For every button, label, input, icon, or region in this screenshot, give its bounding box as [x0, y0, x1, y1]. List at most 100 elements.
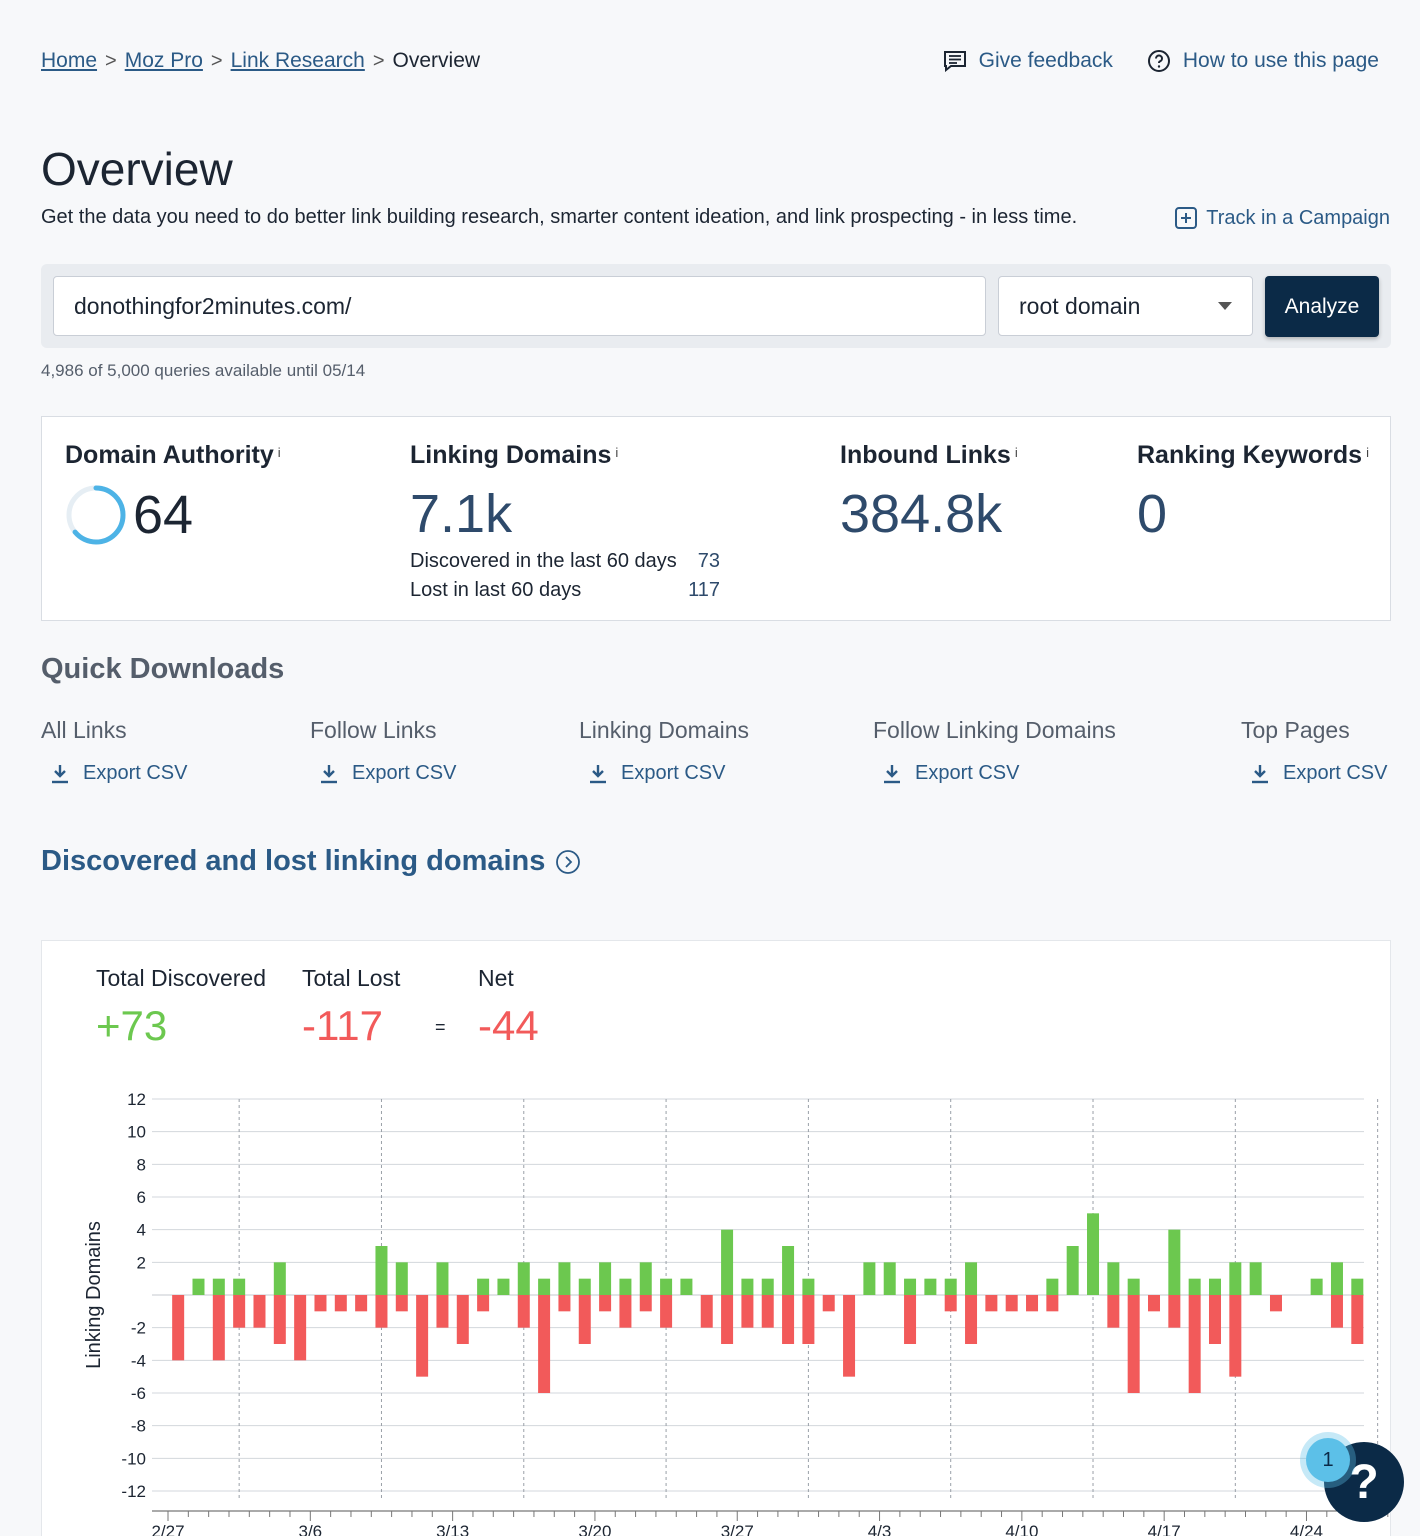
y-axis-label: Linking Domains — [83, 1221, 105, 1369]
total-discovered: Total Discovered +73 — [96, 965, 266, 1050]
download-top-pages: Top Pages Export CSV — [1241, 717, 1387, 785]
discovered-label: Discovered in the last 60 days — [410, 550, 677, 572]
x-tick-label: 3/6 — [298, 1522, 322, 1536]
export-csv-button[interactable]: Export CSV — [873, 762, 1116, 785]
breadcrumb-separator: > — [210, 49, 223, 72]
lost-bar — [375, 1295, 388, 1328]
metric-label: Domain Authority — [65, 441, 274, 469]
metric-label: Ranking Keywords — [1137, 441, 1363, 469]
metrics-panel: Domain Authority i 64 Linking Domains i 7.… — [41, 416, 1391, 621]
domain-authority-ring-icon — [66, 485, 126, 545]
info-icon[interactable]: i — [1366, 444, 1369, 460]
info-icon[interactable]: i — [615, 444, 619, 460]
lost-bar — [1148, 1295, 1161, 1312]
discovered-bar — [395, 1262, 408, 1295]
discovered-bar — [944, 1278, 957, 1295]
discovered-bar — [863, 1262, 876, 1295]
breadcrumb-separator: > — [105, 49, 117, 72]
info-icon[interactable]: i — [277, 444, 281, 460]
discovered-bar — [1208, 1278, 1221, 1295]
lost-bar — [558, 1295, 571, 1312]
discovered-bar — [1310, 1278, 1323, 1295]
lost-bar — [253, 1295, 266, 1328]
discovered-bar — [599, 1262, 612, 1295]
track-in-campaign-button[interactable]: Track in a Campaign — [1174, 206, 1390, 230]
discovered-bar — [1188, 1278, 1201, 1295]
breadcrumb-home[interactable]: Home — [41, 49, 98, 72]
lost-bar — [1005, 1295, 1018, 1312]
lost-bar — [822, 1295, 835, 1312]
lost-bar — [761, 1295, 774, 1328]
lost-bar — [436, 1295, 449, 1328]
y-tick-label: -12 — [121, 1482, 146, 1501]
discovered-value: 73 — [697, 550, 720, 572]
discovered-bar — [477, 1278, 490, 1295]
lost-bar — [1208, 1295, 1221, 1344]
discovered-bar — [639, 1262, 652, 1295]
discovered-bar — [883, 1262, 896, 1295]
queries-remaining: 4,986 of 5,000 queries available until 0… — [41, 361, 366, 380]
scope-select[interactable]: root domain — [998, 276, 1253, 336]
x-tick-label: 3/27 — [721, 1522, 754, 1536]
discovered-bar — [1249, 1262, 1262, 1295]
equals-sign: = — [435, 1017, 446, 1037]
x-tick-label: 4/17 — [1148, 1522, 1181, 1536]
y-tick-label: -6 — [131, 1384, 146, 1403]
x-tick-label: 4/24 — [1290, 1522, 1323, 1536]
lost-bar — [599, 1295, 612, 1312]
discovered-lost-title[interactable]: Discovered and lost linking domains — [41, 845, 581, 878]
metric-label: Inbound Links — [840, 441, 1011, 469]
info-icon[interactable]: i — [1014, 444, 1018, 460]
give-feedback-button[interactable]: Give feedback — [943, 49, 1113, 73]
discovered-bar — [578, 1278, 591, 1295]
discovered-bar — [660, 1278, 673, 1295]
export-csv-button[interactable]: Export CSV — [579, 762, 749, 785]
lost-bar — [700, 1295, 713, 1328]
question-circle-icon — [1147, 50, 1170, 72]
lost-bar — [1188, 1295, 1201, 1393]
lost-bar — [619, 1295, 632, 1328]
export-csv-label: Export CSV — [915, 762, 1020, 784]
discovered-bar — [1330, 1262, 1343, 1295]
x-tick-label: 3/13 — [436, 1522, 469, 1536]
breadcrumb-moz-pro[interactable]: Moz Pro — [124, 49, 203, 72]
discovered-bar — [782, 1246, 795, 1295]
export-csv-label: Export CSV — [352, 762, 457, 784]
discovered-bar — [619, 1278, 632, 1295]
export-csv-button[interactable]: Export CSV — [41, 762, 187, 785]
lost-label: Lost in last 60 days — [410, 579, 582, 601]
download-icon — [321, 764, 337, 783]
discovered-bar — [1046, 1278, 1059, 1295]
metric-label: Linking Domains — [410, 441, 612, 469]
breadcrumb-link-research[interactable]: Link Research — [230, 49, 365, 72]
discovered-bar — [192, 1278, 205, 1295]
discovered-bar — [741, 1278, 754, 1295]
net-value: -44 — [478, 1002, 539, 1049]
x-tick-label: 3/20 — [578, 1522, 611, 1536]
download-icon — [52, 764, 68, 783]
lost-bar — [233, 1295, 246, 1328]
discovered-bar — [904, 1278, 917, 1295]
metric-value: 64 — [133, 485, 194, 545]
lost-bar — [538, 1295, 551, 1393]
breadcrumb: Home > Moz Pro > Link Research > Overvie… — [41, 49, 480, 73]
export-csv-button[interactable]: Export CSV — [1241, 762, 1387, 785]
export-csv-label: Export CSV — [83, 762, 188, 784]
lost-bar — [477, 1295, 490, 1312]
export-csv-button[interactable]: Export CSV — [310, 762, 456, 785]
discovered-bar — [1229, 1262, 1242, 1295]
lost-bar — [1229, 1295, 1242, 1377]
analyze-button[interactable]: Analyze — [1265, 276, 1379, 337]
domain-input[interactable] — [53, 276, 986, 336]
discovered-bar — [761, 1278, 774, 1295]
top-bar: Home > Moz Pro > Link Research > Overvie… — [41, 44, 1379, 78]
how-to-use-button[interactable]: How to use this page — [1147, 49, 1379, 73]
metric-value: 384.8k — [840, 484, 1003, 544]
discovered-bar — [497, 1278, 510, 1295]
lost-bar — [294, 1295, 307, 1361]
download-icon — [590, 764, 606, 783]
lost-bar — [1351, 1295, 1364, 1344]
discovered-bar — [212, 1278, 225, 1295]
lost-bar — [273, 1295, 286, 1344]
net-total: Net -44 — [478, 965, 539, 1050]
